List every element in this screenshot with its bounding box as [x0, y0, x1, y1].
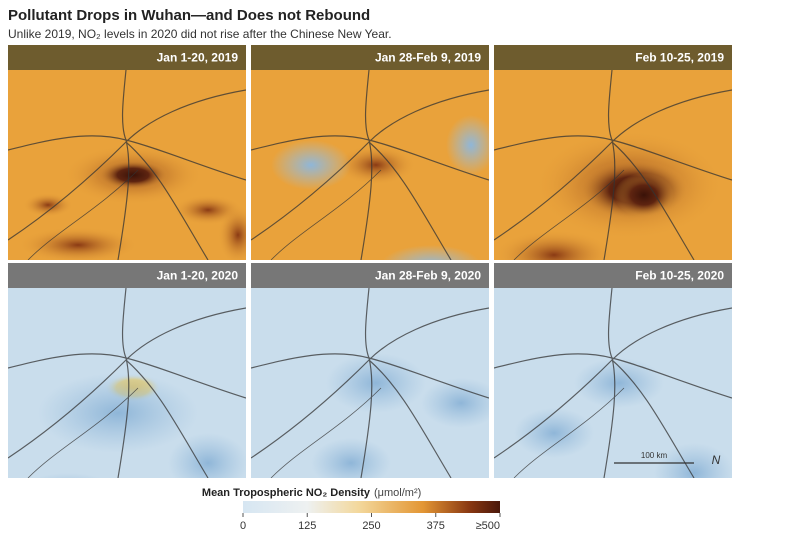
panel-label: Jan 1-20, 2020	[157, 269, 239, 283]
concentration	[574, 358, 664, 408]
concentration	[446, 115, 489, 175]
map-image	[251, 288, 489, 478]
map-panel: Jan 28-Feb 9, 2019	[251, 45, 489, 260]
panel-header	[8, 45, 246, 70]
panel-header	[494, 263, 732, 288]
panel-label: Feb 10-25, 2020	[635, 269, 724, 283]
map-panel: Jan 1-20, 2020	[8, 263, 246, 478]
panel-header	[251, 45, 489, 70]
concentration	[311, 438, 391, 478]
colorbar-tick-label: 375	[427, 520, 445, 532]
concentration	[168, 433, 246, 478]
panel-label: Jan 28-Feb 9, 2020	[375, 269, 481, 283]
colorbar-tick-label: 125	[298, 520, 316, 532]
panel-header	[251, 263, 489, 288]
colorbar-tick-label: ≥500	[476, 520, 500, 532]
concentration	[34, 473, 102, 478]
concentration	[326, 353, 426, 413]
map-panel: Feb 10-25, 2019	[494, 45, 732, 260]
title: Pollutant Drops in Wuhan—and Does not Re…	[8, 7, 370, 24]
panel-header	[8, 263, 246, 288]
map-image	[251, 70, 489, 260]
map-image	[494, 288, 732, 478]
concentration	[421, 378, 489, 428]
concentration	[218, 205, 246, 260]
north-label: N	[712, 453, 721, 467]
concentration	[514, 408, 594, 458]
map-image	[494, 70, 732, 260]
map-image	[8, 70, 246, 260]
concentration	[382, 245, 480, 260]
concentration	[494, 230, 614, 260]
concentration	[23, 193, 73, 217]
colorbar-tick-label: 250	[362, 520, 380, 532]
concentration	[654, 443, 732, 478]
scale-bar-label: 100 km	[641, 451, 668, 460]
panel-label: Feb 10-25, 2019	[635, 51, 724, 65]
map-panel: Jan 28-Feb 9, 2020	[251, 263, 489, 478]
map-panel: Jan 1-20, 2019	[8, 45, 246, 260]
colorbar-tick-label: 0	[240, 520, 246, 532]
panel-label: Jan 1-20, 2019	[157, 51, 239, 65]
concentration	[18, 227, 138, 260]
concentration	[271, 140, 351, 190]
concentration	[38, 373, 198, 453]
colorbar-title: Mean Tropospheric NO₂ Density	[202, 487, 371, 499]
colorbar	[243, 501, 500, 513]
subtitle: Unlike 2019, NO₂ levels in 2020 did not …	[8, 27, 392, 41]
panel-header	[494, 45, 732, 70]
map-image	[8, 288, 246, 478]
map-panel: Feb 10-25, 2020	[494, 263, 732, 478]
panel-label: Jan 28-Feb 9, 2019	[375, 51, 481, 65]
colorbar-unit: (μmol/m²)	[374, 487, 421, 499]
concentration	[614, 173, 674, 217]
